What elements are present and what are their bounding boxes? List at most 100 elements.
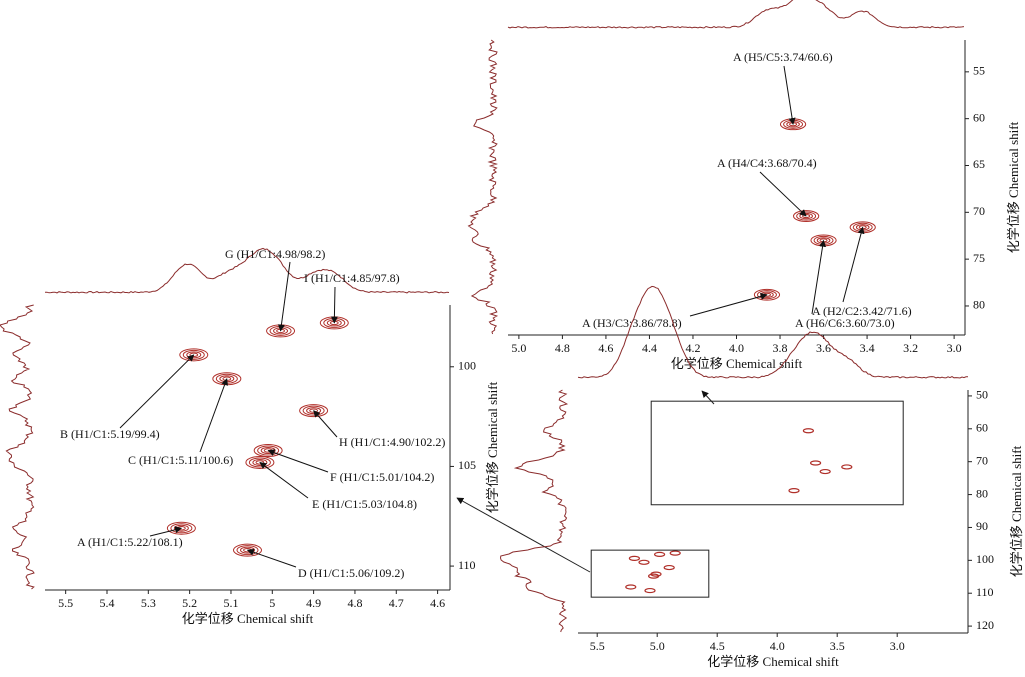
x-tick-label: 5 xyxy=(269,596,275,610)
contour xyxy=(803,215,810,218)
x-axis-title: 化学位移 Chemical shift xyxy=(707,654,839,669)
contour xyxy=(789,489,799,493)
x-tick-label: 4.0 xyxy=(770,639,785,653)
annotation-arrow xyxy=(334,287,335,323)
peak xyxy=(639,560,649,564)
y-axis-title: 化学位移 Chemical shift xyxy=(485,381,500,513)
annotation-arrow xyxy=(843,227,863,302)
y-tick-label: 120 xyxy=(976,618,994,632)
contour xyxy=(803,429,813,433)
projection xyxy=(508,0,964,28)
peak xyxy=(664,566,674,570)
x-tick-label: 3.8 xyxy=(773,341,788,355)
peak xyxy=(803,429,813,433)
peak-label: C (H1/C1:5.11/100.6) xyxy=(128,453,233,467)
peak-label: A (H1/C1:5.22/108.1) xyxy=(77,535,183,549)
peak-label: H (H1/C1:4.90/102.2) xyxy=(339,435,445,449)
x-tick-label: 4.7 xyxy=(389,596,404,610)
peak xyxy=(655,552,665,556)
peak-label: E (H1/C1:5.03/104.8) xyxy=(312,497,417,511)
zoom-arrow xyxy=(457,498,590,572)
x-tick-label: 5.0 xyxy=(650,639,665,653)
peak-label: G (H1/C1:4.98/98.2) xyxy=(225,247,325,261)
x-tick-label: 3.5 xyxy=(830,639,845,653)
y-tick-label: 60 xyxy=(973,110,985,124)
projection xyxy=(501,390,567,632)
figure: 5.5 5.4 5.3 5.2 5.1 5 4.9 4.8 4.7 4.6 100 105 110 化学位… xyxy=(0,0,1025,677)
y-tick-label: 100 xyxy=(976,552,994,566)
y-tick-label: 60 xyxy=(976,421,988,435)
zoom-box xyxy=(591,550,709,597)
projection xyxy=(0,305,34,589)
y-tick-label: 70 xyxy=(976,453,988,467)
annotation-arrow xyxy=(200,379,227,452)
contour xyxy=(626,585,636,589)
y-tick-label: 55 xyxy=(973,64,985,78)
contour xyxy=(670,551,680,555)
contour xyxy=(639,560,649,564)
contour xyxy=(842,465,852,469)
annotation-arrow xyxy=(314,411,337,437)
x-tick-label: 3.4 xyxy=(860,341,875,355)
peak-label: I (H1/C1:4.85/97.8) xyxy=(304,271,400,285)
x-tick-label: 4.6 xyxy=(598,341,613,355)
x-tick-label: 5.3 xyxy=(141,596,156,610)
y-tick-label: 80 xyxy=(973,298,985,312)
peak xyxy=(645,589,655,593)
annotation-arrow xyxy=(690,295,767,316)
zoom-box xyxy=(651,401,903,505)
peak xyxy=(626,585,636,589)
peak xyxy=(842,465,852,469)
contour xyxy=(664,566,674,570)
peak xyxy=(794,211,819,222)
peak xyxy=(820,470,830,474)
y-tick-label: 110 xyxy=(976,585,994,599)
peak-label: A (H5/C5:3.74/60.6) xyxy=(733,50,833,64)
x-tick-label: 4.4 xyxy=(642,341,657,355)
contour xyxy=(820,470,830,474)
x-tick-label: 5.0 xyxy=(511,341,526,355)
annotation-arrow xyxy=(260,462,308,498)
peak xyxy=(670,551,680,555)
x-tick-label: 4.9 xyxy=(306,596,321,610)
annotation-arrow xyxy=(760,172,806,216)
x-axis-title: 化学位移 Chemical shift xyxy=(182,611,314,626)
peak xyxy=(811,461,821,465)
annotation-arrow xyxy=(248,550,297,567)
x-tick-label: 5.4 xyxy=(99,596,114,610)
peak-label: A (H4/C4:3.68/70.4) xyxy=(717,156,817,170)
x-tick-label: 4.0 xyxy=(729,341,744,355)
projection xyxy=(469,40,497,334)
y-tick-label: 90 xyxy=(976,519,988,533)
y-axis-title: 化学位移 Chemical shift xyxy=(1009,445,1024,577)
annotation-arrow xyxy=(784,66,793,124)
peak xyxy=(789,489,799,493)
contour xyxy=(629,556,639,560)
y-tick-label: 105 xyxy=(458,458,476,472)
y-tick-label: 75 xyxy=(973,251,985,265)
x-tick-label: 3.0 xyxy=(890,639,905,653)
x-tick-label: 4.6 xyxy=(430,596,445,610)
contour xyxy=(811,461,821,465)
peak-label: B (H1/C1:5.19/99.4) xyxy=(60,427,160,441)
x-tick-label: 5.5 xyxy=(590,639,605,653)
x-tick-label: 5.5 xyxy=(58,596,73,610)
peak xyxy=(850,222,875,233)
contour xyxy=(655,552,665,556)
peak xyxy=(629,556,639,560)
y-tick-label: 80 xyxy=(976,486,988,500)
x-tick-label: 4.8 xyxy=(555,341,570,355)
y-tick-label: 100 xyxy=(458,359,476,373)
x-tick-label: 5.1 xyxy=(223,596,238,610)
peak-label: A (H6/C6:3.60/73.0) xyxy=(795,316,895,330)
x-tick-label: 4.2 xyxy=(685,341,700,355)
x-tick-label: 3.2 xyxy=(903,341,918,355)
x-tick-label: 5.2 xyxy=(182,596,197,610)
y-tick-label: 65 xyxy=(973,157,985,171)
x-tick-label: 4.8 xyxy=(347,596,362,610)
y-tick-label: 110 xyxy=(458,558,476,572)
contour xyxy=(645,589,655,593)
annotation-arrow xyxy=(120,355,194,428)
annotation-arrow xyxy=(268,450,328,472)
y-tick-label: 70 xyxy=(973,204,985,218)
